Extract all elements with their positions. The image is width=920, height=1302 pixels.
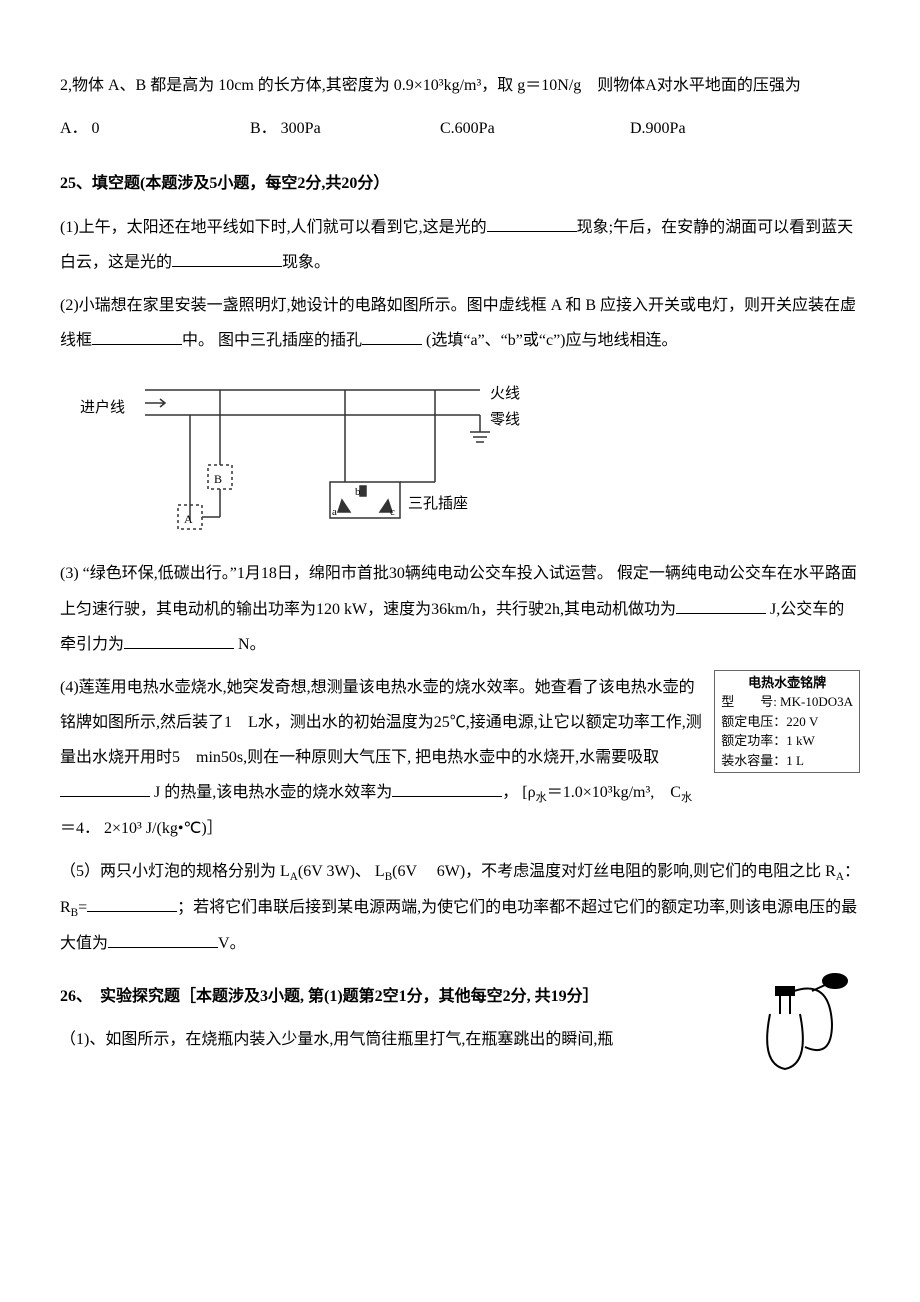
q25-3: (3) “绿色环保,低碳出行。”1月18日，绵阳市首批30辆纯电动公交车投入试运…: [60, 556, 860, 662]
label-box-a: A: [184, 506, 193, 532]
q25-5: （5）两只小灯泡的规格分别为 LA(6V 3W)、 LB(6V 6W)，不考虑温…: [60, 854, 860, 961]
blank: [172, 250, 282, 267]
nameplate-l2: 额定电压：220 V: [721, 712, 853, 732]
blank: [87, 895, 177, 912]
kettle-nameplate: 电热水壶铭牌 型 号: MK-10DO3A 额定电压：220 V 额定功率：1 …: [714, 670, 860, 774]
q25-4-c: ， [ρ: [502, 784, 535, 801]
sub-a-2: A: [836, 872, 844, 884]
label-socket: 三孔插座: [408, 488, 468, 521]
blank: [92, 328, 182, 345]
blank: [392, 780, 502, 797]
q25-2-b: 中。 图中三孔插座的插孔: [182, 332, 362, 349]
q25-5-g: V。: [218, 935, 246, 952]
nameplate-l4: 装水容量：1 L: [721, 751, 853, 771]
q25-4-e: ＝4． 2×10³ J/(kg•℃)］: [60, 820, 223, 837]
label-pin-c: c: [390, 500, 395, 524]
q25-5-b: (6V 3W)、 L: [298, 863, 385, 880]
q25-heading: 25、填空题(本题涉及5小题，每空2分,共20分）: [60, 166, 860, 201]
sub-water-2: 水: [681, 793, 692, 805]
label-neutral: 零线: [490, 404, 520, 437]
q24-options: A． 0 B． 300Pa C.600Pa D.900Pa: [60, 111, 820, 146]
flask-svg: [740, 969, 850, 1079]
blank: [60, 780, 150, 797]
label-box-b: B: [214, 466, 222, 492]
q25-3-c: N。: [234, 636, 266, 653]
sub-water-1: 水: [536, 793, 547, 805]
nameplate-title: 电热水壶铭牌: [721, 673, 853, 693]
label-pin-b: b: [355, 480, 361, 504]
blank: [124, 632, 234, 649]
blank: [487, 215, 577, 232]
blank: [108, 931, 218, 948]
q24-opt-b: B． 300Pa: [250, 111, 440, 146]
q25-2: (2)小瑞想在家里安装一盏照明灯,她设计的电路如图所示。图中虚线框 A 和 B …: [60, 288, 860, 358]
q25-4-d: ＝1.0×10³kg/m³, C: [547, 784, 681, 801]
nameplate-l3: 额定功率：1 kW: [721, 731, 853, 751]
nameplate-l1: 型 号: MK-10DO3A: [721, 692, 853, 712]
label-pin-a: a: [332, 500, 337, 524]
q25-1-c: 现象。: [282, 254, 330, 271]
q25-2-c: (选填“a”、“b”或“c”)应与地线相连。: [422, 332, 677, 349]
flask-figure: [740, 969, 850, 1092]
q25-5-e: =: [78, 899, 87, 916]
q25-1-a: (1)上午，太阳还在地平线如下时,人们就可以看到它,这是光的: [60, 219, 487, 236]
q24-opt-a: A． 0: [60, 111, 250, 146]
q25-5-c: (6V 6W)，不考虑温度对灯丝电阻的影响,则它们的电阻之比 R: [392, 863, 836, 880]
q24-stem: 2,物体 A、B 都是高为 10cm 的长方体,其密度为 0.9×10³kg/m…: [60, 68, 860, 103]
circuit-diagram: 进户线 火线 零线 B A b a c 三孔插座: [90, 370, 860, 540]
q25-4-a: (4)莲莲用电热水壶烧水,她突发奇想,想测量该电热水壶的烧水效率。她查看了该电热…: [60, 679, 702, 766]
q24-opt-d: D.900Pa: [630, 111, 820, 146]
blank: [676, 597, 766, 614]
q25-5-a: （5）两只小灯泡的规格分别为 L: [60, 863, 290, 880]
blank: [362, 328, 422, 345]
sub-a-1: A: [290, 872, 298, 884]
q25-1: (1)上午，太阳还在地平线如下时,人们就可以看到它,这是光的现象;午后，在安静的…: [60, 210, 860, 280]
q25-4-b: J 的热量,该电热水壶的烧水效率为: [150, 784, 392, 801]
q24-opt-c: C.600Pa: [440, 111, 630, 146]
label-inlet: 进户线: [80, 392, 125, 425]
